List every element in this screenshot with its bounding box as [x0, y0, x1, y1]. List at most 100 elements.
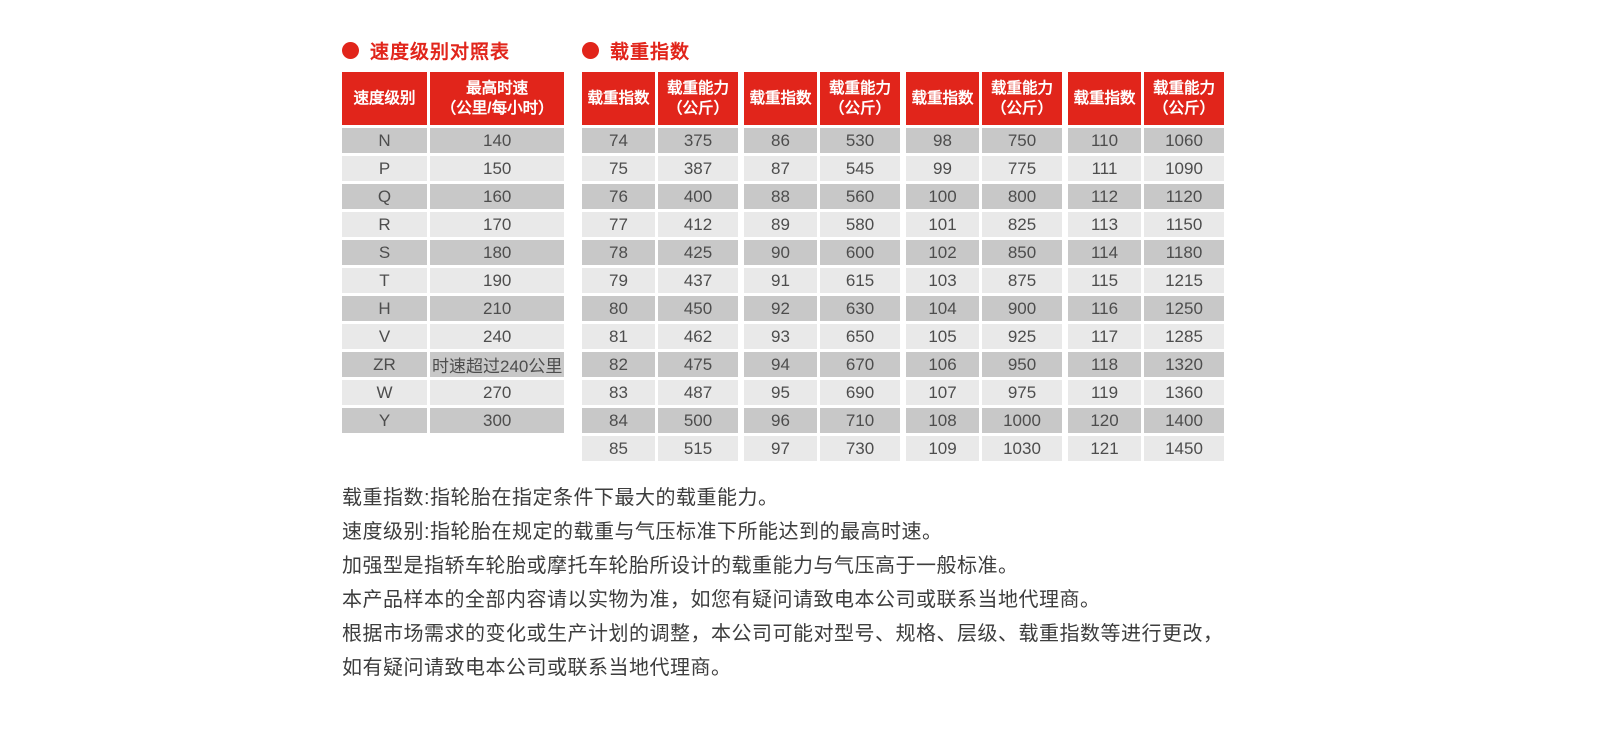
load-table-row: 102 850: [906, 240, 1062, 265]
load-table-cell: 1450: [1144, 436, 1224, 461]
load-table-cell: 78: [582, 240, 655, 265]
load-table-header-row: 载重指数 载重能力 （公斤）: [744, 72, 900, 125]
load-table-cell: 1320: [1144, 352, 1224, 377]
load-table-cell: 560: [820, 184, 900, 209]
load-table-cell: 1060: [1144, 128, 1224, 153]
load-table-row: 116 1250: [1068, 296, 1224, 321]
load-table-row: 84 500: [582, 408, 738, 433]
load-table-row: 99 775: [906, 156, 1062, 181]
speed-table-title: 速度级别对照表: [342, 40, 510, 63]
load-table-cell: 530: [820, 128, 900, 153]
load-table-row: 107 975: [906, 380, 1062, 405]
load-table-title-text: 载重指数: [610, 41, 691, 63]
load-table-row: 96 710: [744, 408, 900, 433]
speed-table-cell: 150: [430, 156, 565, 181]
load-table-cell: 710: [820, 408, 900, 433]
load-table-cell: 86: [744, 128, 817, 153]
load-table-cell: 82: [582, 352, 655, 377]
load-table-cell: 462: [658, 324, 738, 349]
speed-table-cell: T: [342, 268, 427, 293]
load-table-cell: 116: [1068, 296, 1141, 321]
load-index-header: 载重指数: [906, 72, 979, 125]
speed-table-container: 速度级别 最高时速 （公里/每小时） N 140 P 150 Q 160 R 170 S 180 T…: [339, 69, 567, 436]
load-table-header-row: 载重指数 载重能力 （公斤）: [1068, 72, 1224, 125]
load-table-cell: 875: [982, 268, 1062, 293]
load-table-cell: 111: [1068, 156, 1141, 181]
load-index-header: 载重指数: [582, 72, 655, 125]
speed-table-row: Y 300: [342, 408, 565, 433]
load-table-row: 80 450: [582, 296, 738, 321]
load-table-cell: 115: [1068, 268, 1141, 293]
load-table-header: 载重指数 载重能力 （公斤）: [582, 72, 738, 125]
load-table-body: 110 1060 111 1090 112 1120 113 1150 114 1180 115 12…: [1068, 128, 1224, 461]
load-table-cell: 96: [744, 408, 817, 433]
load-table-cell: 487: [658, 380, 738, 405]
speed-table-cell: N: [342, 128, 427, 153]
speed-table-row: N 140: [342, 128, 565, 153]
load-table-cell: 500: [658, 408, 738, 433]
speed-table-cell: W: [342, 380, 427, 405]
load-table-cell: 107: [906, 380, 979, 405]
load-capacity-header: 载重能力 （公斤）: [1144, 72, 1224, 125]
load-table-row: 90 600: [744, 240, 900, 265]
speed-table-cell: Q: [342, 184, 427, 209]
speed-table-row: ZR 时速超过240公里: [342, 352, 565, 377]
speed-table-cell: H: [342, 296, 427, 321]
load-table-cell: 1215: [1144, 268, 1224, 293]
speed-rating-header: 速度级别: [342, 72, 427, 125]
speed-table-cell: 210: [430, 296, 565, 321]
load-table-header-row: 载重指数 载重能力 （公斤）: [582, 72, 738, 125]
load-table-cell: 1360: [1144, 380, 1224, 405]
load-table-cell: 75: [582, 156, 655, 181]
load-table-cell: 117: [1068, 324, 1141, 349]
red-dot-icon: [342, 41, 359, 59]
load-table-cell: 87: [744, 156, 817, 181]
load-capacity-header: 载重能力 （公斤）: [820, 72, 900, 125]
speed-table-cell: 时速超过240公里: [430, 352, 565, 377]
speed-table-row: P 150: [342, 156, 565, 181]
load-table-cell: 850: [982, 240, 1062, 265]
load-table-body: 74 375 75 387 76 400 77 412 78 425 79 437 80 450 81 462…: [582, 128, 738, 461]
load-table-row: 104 900: [906, 296, 1062, 321]
load-table-cell: 106: [906, 352, 979, 377]
load-table-cell: 775: [982, 156, 1062, 181]
speed-table-cell: S: [342, 240, 427, 265]
load-table-row: 114 1180: [1068, 240, 1224, 265]
load-table-cell: 77: [582, 212, 655, 237]
load-table-row: 108 1000: [906, 408, 1062, 433]
load-table-body: 86 530 87 545 88 560 89 580 90 600 91 615 92 630 93 650…: [744, 128, 900, 461]
max-speed-header: 最高时速 （公里/每小时）: [430, 72, 565, 125]
speed-table-cell: 300: [430, 408, 565, 433]
load-table-header: 载重指数 载重能力 （公斤）: [744, 72, 900, 125]
load-table-header-row: 载重指数 载重能力 （公斤）: [906, 72, 1062, 125]
speed-table-title-text: 速度级别对照表: [370, 41, 511, 63]
speed-table-cell: P: [342, 156, 427, 181]
load-table-row: 105 925: [906, 324, 1062, 349]
load-table-cell: 85: [582, 436, 655, 461]
load-table-cell: 650: [820, 324, 900, 349]
load-table-cell: 94: [744, 352, 817, 377]
speed-table-body: N 140 P 150 Q 160 R 170 S 180 T 190 H 210 V 240 ZR 时速超过24…: [342, 128, 565, 433]
load-table-cell: 89: [744, 212, 817, 237]
load-table-cell: 100: [906, 184, 979, 209]
load-table-row: 74 375: [582, 128, 738, 153]
speed-table-cell: V: [342, 324, 427, 349]
footnote-line: 加强型是指轿车轮胎或摩托车轮胎所设计的载重能力与气压高于一般标准。: [342, 555, 1019, 577]
load-table-row: 92 630: [744, 296, 900, 321]
load-table-row: 100 800: [906, 184, 1062, 209]
load-table-cell: 425: [658, 240, 738, 265]
load-table-row: 87 545: [744, 156, 900, 181]
load-table-cell: 900: [982, 296, 1062, 321]
load-table-row: 113 1150: [1068, 212, 1224, 237]
load-table-cell: 101: [906, 212, 979, 237]
speed-table-cell: R: [342, 212, 427, 237]
load-table-cell: 600: [820, 240, 900, 265]
load-table-cell: 99: [906, 156, 979, 181]
load-table-cell: 104: [906, 296, 979, 321]
speed-table-row: T 190: [342, 268, 565, 293]
load-table-cell: 400: [658, 184, 738, 209]
load-table-cell: 1250: [1144, 296, 1224, 321]
footnote-line: 如有疑问请致电本公司或联系当地代理商。: [342, 657, 732, 679]
load-table-cell: 79: [582, 268, 655, 293]
load-table-row: 97 730: [744, 436, 900, 461]
